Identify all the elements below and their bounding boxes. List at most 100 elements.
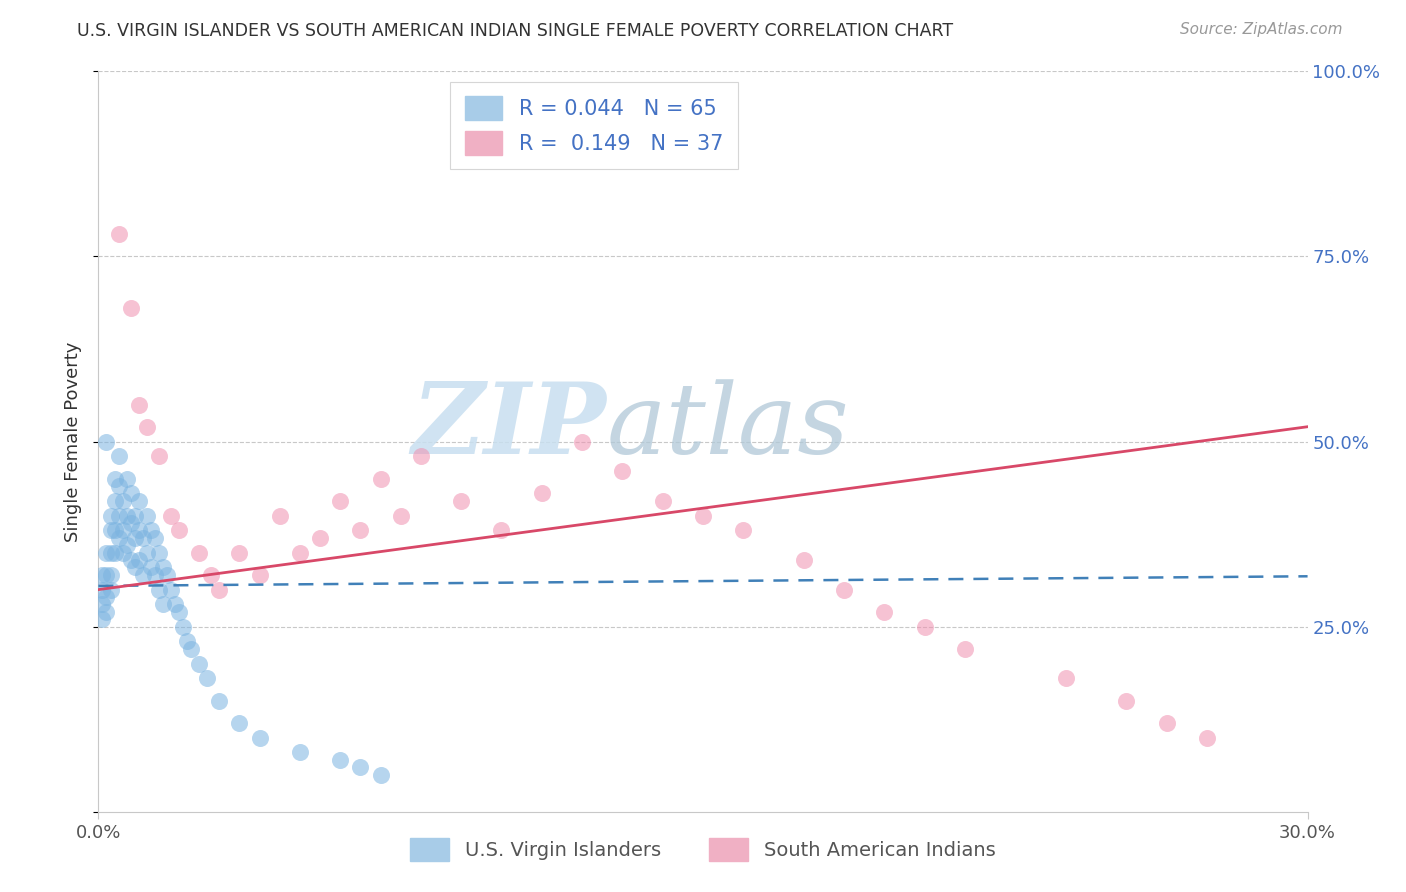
Point xyxy=(103,546,125,560)
Point xyxy=(120,486,142,500)
Point xyxy=(128,553,150,567)
Legend: U.S. Virgin Islanders, South American Indians: U.S. Virgin Islanders, South American In… xyxy=(402,830,1004,869)
Point xyxy=(100,567,122,582)
Point xyxy=(100,508,122,523)
Point xyxy=(148,546,170,560)
Point xyxy=(195,672,218,686)
Point xyxy=(107,508,129,523)
Point xyxy=(793,553,815,567)
Point xyxy=(160,508,183,523)
Point xyxy=(1156,715,1178,730)
Point xyxy=(370,471,392,485)
Y-axis label: Single Female Poverty: Single Female Poverty xyxy=(65,342,83,541)
Point xyxy=(188,546,211,560)
Point xyxy=(160,582,183,597)
Point xyxy=(111,524,134,538)
Point xyxy=(249,731,271,745)
Point xyxy=(180,641,202,656)
Point xyxy=(571,434,593,449)
Point xyxy=(124,508,146,523)
Point xyxy=(612,464,634,478)
Point xyxy=(152,560,174,574)
Point xyxy=(1115,694,1137,708)
Point xyxy=(188,657,211,671)
Point xyxy=(91,598,114,612)
Point xyxy=(733,524,755,538)
Point xyxy=(135,546,157,560)
Point xyxy=(128,493,150,508)
Point xyxy=(409,450,432,464)
Point xyxy=(120,553,142,567)
Point xyxy=(530,486,553,500)
Point xyxy=(228,546,250,560)
Point xyxy=(96,590,118,604)
Point xyxy=(96,434,118,449)
Point xyxy=(349,524,371,538)
Point xyxy=(103,493,125,508)
Point xyxy=(370,767,392,781)
Point xyxy=(692,508,714,523)
Point xyxy=(1054,672,1077,686)
Point xyxy=(111,546,134,560)
Point xyxy=(651,493,673,508)
Point xyxy=(124,560,146,574)
Point xyxy=(135,419,157,434)
Point xyxy=(491,524,513,538)
Point xyxy=(100,546,122,560)
Point xyxy=(128,398,150,412)
Point xyxy=(148,450,170,464)
Point xyxy=(914,619,936,633)
Text: Source: ZipAtlas.com: Source: ZipAtlas.com xyxy=(1180,22,1343,37)
Point xyxy=(329,753,352,767)
Point xyxy=(269,508,291,523)
Point xyxy=(107,450,129,464)
Point xyxy=(107,479,129,493)
Point xyxy=(128,524,150,538)
Point xyxy=(167,605,190,619)
Point xyxy=(103,471,125,485)
Point xyxy=(139,560,162,574)
Point xyxy=(953,641,976,656)
Point xyxy=(329,493,352,508)
Point xyxy=(163,598,186,612)
Point xyxy=(100,582,122,597)
Point xyxy=(1195,731,1218,745)
Point xyxy=(132,567,155,582)
Point xyxy=(91,582,114,597)
Point xyxy=(124,531,146,545)
Point xyxy=(832,582,855,597)
Point xyxy=(208,582,231,597)
Point xyxy=(135,508,157,523)
Point xyxy=(152,598,174,612)
Point xyxy=(143,567,166,582)
Point xyxy=(96,567,118,582)
Point xyxy=(143,531,166,545)
Text: atlas: atlas xyxy=(606,379,849,475)
Point xyxy=(107,531,129,545)
Point xyxy=(176,634,198,648)
Point xyxy=(249,567,271,582)
Point xyxy=(120,301,142,316)
Point xyxy=(115,508,138,523)
Point xyxy=(167,524,190,538)
Point xyxy=(111,493,134,508)
Point xyxy=(115,538,138,552)
Point xyxy=(873,605,896,619)
Point xyxy=(200,567,222,582)
Point xyxy=(309,531,332,545)
Point xyxy=(91,612,114,626)
Point xyxy=(107,227,129,242)
Point xyxy=(120,516,142,530)
Text: ZIP: ZIP xyxy=(412,378,606,475)
Point xyxy=(349,760,371,774)
Text: U.S. VIRGIN ISLANDER VS SOUTH AMERICAN INDIAN SINGLE FEMALE POVERTY CORRELATION : U.S. VIRGIN ISLANDER VS SOUTH AMERICAN I… xyxy=(77,22,953,40)
Point xyxy=(96,546,118,560)
Point xyxy=(450,493,472,508)
Point xyxy=(148,582,170,597)
Point xyxy=(156,567,179,582)
Point xyxy=(172,619,194,633)
Point xyxy=(139,524,162,538)
Point xyxy=(115,471,138,485)
Point xyxy=(208,694,231,708)
Point xyxy=(389,508,412,523)
